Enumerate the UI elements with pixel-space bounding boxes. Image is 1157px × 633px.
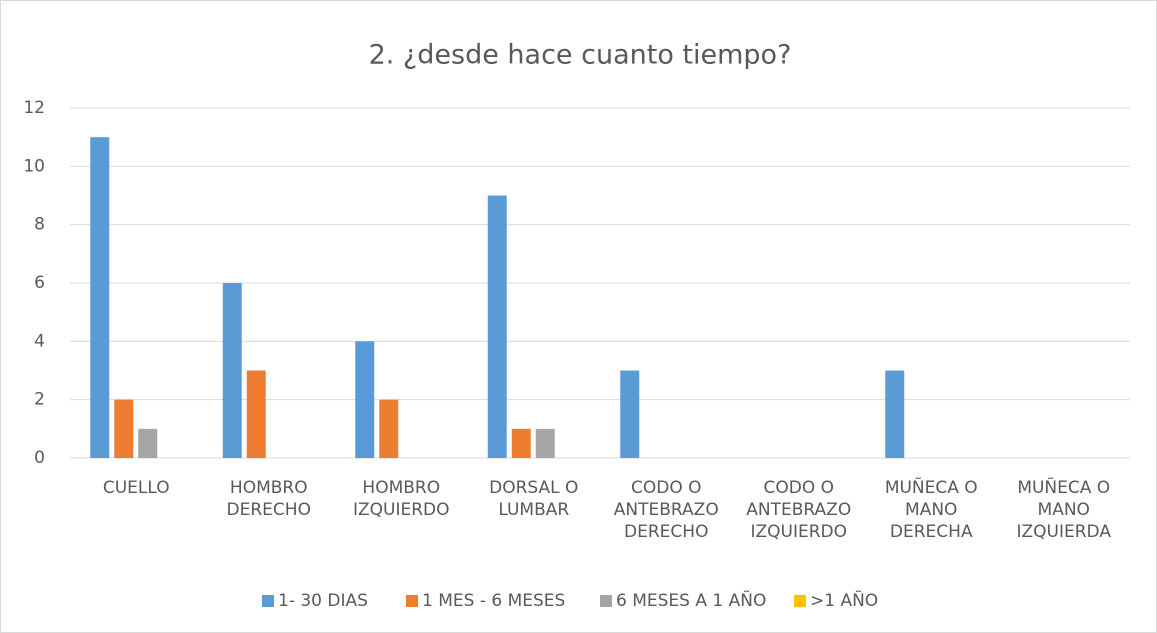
legend-swatch xyxy=(600,595,612,607)
bar xyxy=(246,370,266,458)
y-tick-label: 8 xyxy=(34,215,45,235)
bar xyxy=(114,399,134,458)
bar xyxy=(535,428,555,458)
bar xyxy=(222,283,242,458)
legend-label: 1- 30 DIAS xyxy=(278,591,368,611)
y-tick-label: 2 xyxy=(34,390,45,410)
bar xyxy=(90,137,110,458)
legend-swatch xyxy=(262,595,274,607)
x-tick-label: CUELLO xyxy=(102,478,170,498)
bar xyxy=(620,370,640,458)
y-tick-label: 0 xyxy=(34,448,45,468)
x-tick-label: CODO O ANTEBRAZO DERECHO xyxy=(613,478,719,542)
x-tick-label: HOMBRO IZQUIERDO xyxy=(352,478,450,520)
bar xyxy=(487,195,507,458)
legend-swatch xyxy=(406,595,418,607)
y-tick-label: 6 xyxy=(34,273,45,293)
x-tick-label: CODO O ANTEBRAZO IZQUIERDO xyxy=(746,478,852,542)
y-tick-label: 12 xyxy=(23,98,45,118)
legend-swatch xyxy=(794,595,806,607)
legend-label: >1 AÑO xyxy=(810,589,878,611)
legend-label: 6 MESES A 1 AÑO xyxy=(616,589,766,611)
bar xyxy=(885,370,905,458)
x-tick-label: HOMBRO DERECHO xyxy=(226,478,311,520)
bar xyxy=(355,341,375,458)
legend-label: 1 MES - 6 MESES xyxy=(422,591,565,611)
x-tick-label: MUÑECA O MANO DERECHA xyxy=(884,478,978,542)
y-tick-label: 10 xyxy=(23,156,45,176)
x-tick-label: DORSAL O LUMBAR xyxy=(489,478,579,520)
bar xyxy=(138,428,158,458)
bar xyxy=(379,399,399,458)
bar xyxy=(511,428,531,458)
chart-title: 2. ¿desde hace cuanto tiempo? xyxy=(369,40,792,71)
x-tick-label: MUÑECA O MANO IZQUIERDA xyxy=(1016,478,1111,542)
y-tick-label: 4 xyxy=(34,331,45,351)
